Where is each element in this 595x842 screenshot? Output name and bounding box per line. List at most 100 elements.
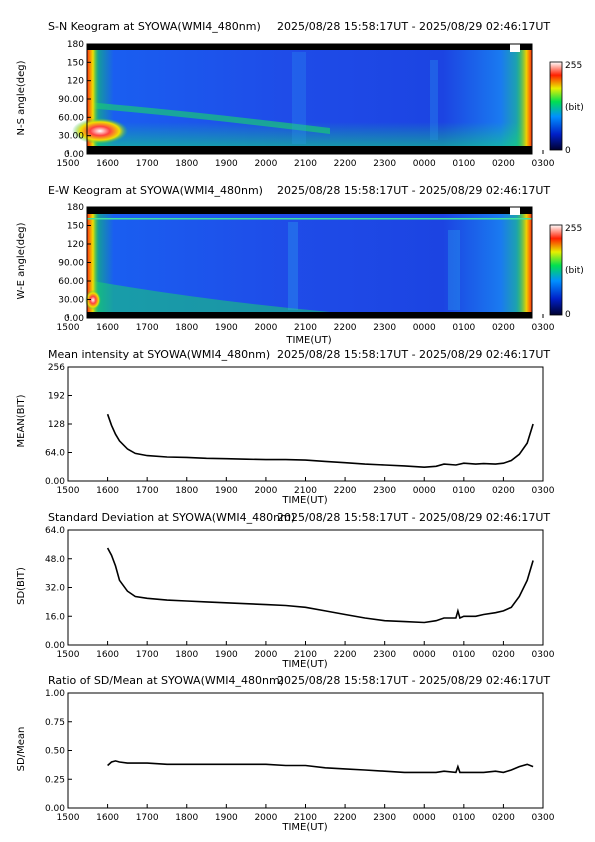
x-tick-label: 2100 [294, 650, 317, 660]
x-tick-label: 1700 [136, 486, 159, 496]
x-tick-label: 1600 [96, 650, 119, 660]
mean-series-line [106, 413, 534, 469]
sd-subtitle: 2025/08/28 15:58:17UT - 2025/08/29 02:46… [277, 511, 550, 524]
ratio-title: Ratio of SD/Mean at SYOWA(WMI4_480nm) [48, 674, 284, 687]
ratio-subtitle: 2025/08/28 15:58:17UT - 2025/08/29 02:46… [277, 674, 550, 687]
x-tick-label: 2200 [334, 323, 357, 333]
x-tick-label: 1800 [175, 323, 198, 333]
x-tick-label: 2100 [294, 159, 317, 169]
y-tick-label: 150 [67, 222, 84, 232]
ratio-panel: Ratio of SD/Mean at SYOWA(WMI4_480nm) 20… [16, 674, 555, 833]
y-tick-label: 120 [67, 240, 84, 250]
ew-keogram-subtitle: 2025/08/28 15:58:17UT - 2025/08/29 02:46… [277, 184, 550, 197]
y-tick-label: 64.0 [45, 449, 65, 459]
x-tick-label: 0000 [413, 159, 436, 169]
mean-axes: 1500 1600 1700 1800 1900 2000 2100 2200 2300 0000… [45, 363, 555, 496]
x-tick-label: 0000 [413, 813, 436, 823]
y-tick-label: 256 [48, 363, 65, 373]
y-tick-label: 90.00 [58, 259, 84, 269]
x-tick-label: 0000 [413, 486, 436, 496]
sn-colorbar-min: 0 [565, 146, 571, 156]
x-tick-label: 2000 [254, 159, 277, 169]
sn-keogram-colorbar: 255 (bit) 0 [549, 61, 584, 156]
y-tick-label: 0.00 [45, 477, 65, 487]
sn-colorbar-unit: (bit) [565, 103, 584, 113]
y-tick-label: 48.0 [45, 555, 65, 565]
x-tick-label: 1900 [215, 159, 238, 169]
x-tick-label: 1900 [215, 650, 238, 660]
x-tick-label: 2200 [334, 813, 357, 823]
ew-keogram-panel: E-W Keogram at SYOWA(WMI4_480nm) 2025/08… [16, 184, 584, 346]
x-tick-label: 1600 [96, 323, 119, 333]
ew-colorbar-max: 255 [565, 224, 582, 234]
ew-keogram-colorbar: 255 (bit) 0 [549, 224, 584, 320]
ew-keogram-axes: 1500 1600 1700 1800 1900 2000 2100 2200 2300 0000… [57, 203, 555, 333]
x-tick-label: 1700 [136, 159, 159, 169]
y-tick-label: 0.00 [64, 150, 84, 160]
y-tick-label: 180 [67, 203, 84, 213]
sn-keogram-axes: 1500 1600 1700 1800 1900 2000 2100 2200 2300 0000… [57, 40, 555, 169]
sd-series-line [106, 547, 534, 624]
x-tick-label: 1600 [96, 159, 119, 169]
sd-ylabel: SD(BIT) [16, 567, 27, 605]
sn-colorbar-max: 255 [565, 61, 582, 71]
ew-keogram-image [85, 207, 532, 318]
sn-keogram-image [72, 44, 532, 154]
x-tick-label: 0100 [452, 650, 475, 660]
sd-title: Standard Deviation at SYOWA(WMI4_480nm) [48, 511, 295, 524]
y-tick-label: 0.50 [45, 747, 65, 757]
y-tick-label: 1.00 [45, 689, 65, 699]
x-tick-label: 1800 [175, 159, 198, 169]
y-tick-label: 0.75 [45, 718, 65, 728]
x-tick-label: 2000 [254, 813, 277, 823]
ew-colorbar-unit: (bit) [565, 266, 584, 276]
x-tick-label: 0300 [532, 813, 555, 823]
x-tick-label: 0300 [532, 323, 555, 333]
ratio-axes: 1500 1600 1700 1800 1900 2000 2100 2200 2300 0000… [45, 689, 555, 823]
x-tick-label: 0000 [413, 650, 436, 660]
x-tick-label: 1900 [215, 323, 238, 333]
y-tick-label: 0.00 [45, 641, 65, 651]
y-tick-label: 0.00 [64, 314, 84, 324]
x-tick-label: 2100 [294, 486, 317, 496]
x-tick-label: 1500 [57, 323, 80, 333]
x-tick-label: 0000 [413, 323, 436, 333]
sd-frame [67, 529, 544, 646]
mean-panel: Mean intensity at SYOWA(WMI4_480nm) 2025… [16, 348, 555, 506]
y-tick-label: 192 [48, 392, 65, 402]
ratio-ylabel: SD/Mean [16, 727, 27, 772]
sn-keogram-ylabel: N-S angle(deg) [16, 60, 27, 135]
sd-panel: Standard Deviation at SYOWA(WMI4_480nm) … [16, 511, 555, 670]
mean-title: Mean intensity at SYOWA(WMI4_480nm) [48, 348, 270, 361]
x-tick-label: 2200 [334, 650, 357, 660]
ew-keogram-ylabel: W-E angle(deg) [16, 222, 27, 299]
y-tick-label: 32.0 [45, 584, 65, 594]
x-tick-label: 0200 [492, 486, 515, 496]
ew-colorbar-min: 0 [565, 310, 571, 320]
y-tick-label: 120 [67, 77, 84, 87]
x-tick-label: 2000 [254, 323, 277, 333]
x-tick-label: 0200 [492, 323, 515, 333]
x-tick-label: 1700 [136, 323, 159, 333]
y-tick-label: 30.00 [58, 296, 84, 306]
x-tick-label: 1800 [175, 650, 198, 660]
x-tick-label: 1600 [96, 486, 119, 496]
x-tick-label: 1900 [215, 813, 238, 823]
x-tick-label: 2200 [334, 486, 357, 496]
x-tick-label: 0100 [452, 323, 475, 333]
sn-keogram-panel: S-N Keogram at SYOWA(WMI4_480nm) 2025/08… [16, 20, 584, 169]
x-tick-label: 2300 [373, 486, 396, 496]
ratio-xlabel: TIME(UT) [281, 822, 327, 833]
y-tick-label: 60.00 [58, 277, 84, 287]
x-tick-label: 2100 [294, 813, 317, 823]
y-tick-label: 30.00 [58, 132, 84, 142]
ew-keogram-title: E-W Keogram at SYOWA(WMI4_480nm) [48, 184, 263, 197]
x-tick-label: 0200 [492, 159, 515, 169]
x-tick-label: 1900 [215, 486, 238, 496]
x-tick-label: 0300 [532, 650, 555, 660]
x-tick-label: 1700 [136, 650, 159, 660]
x-tick-label: 2300 [373, 323, 396, 333]
x-tick-label: 1500 [57, 486, 80, 496]
x-tick-label: 2100 [294, 323, 317, 333]
